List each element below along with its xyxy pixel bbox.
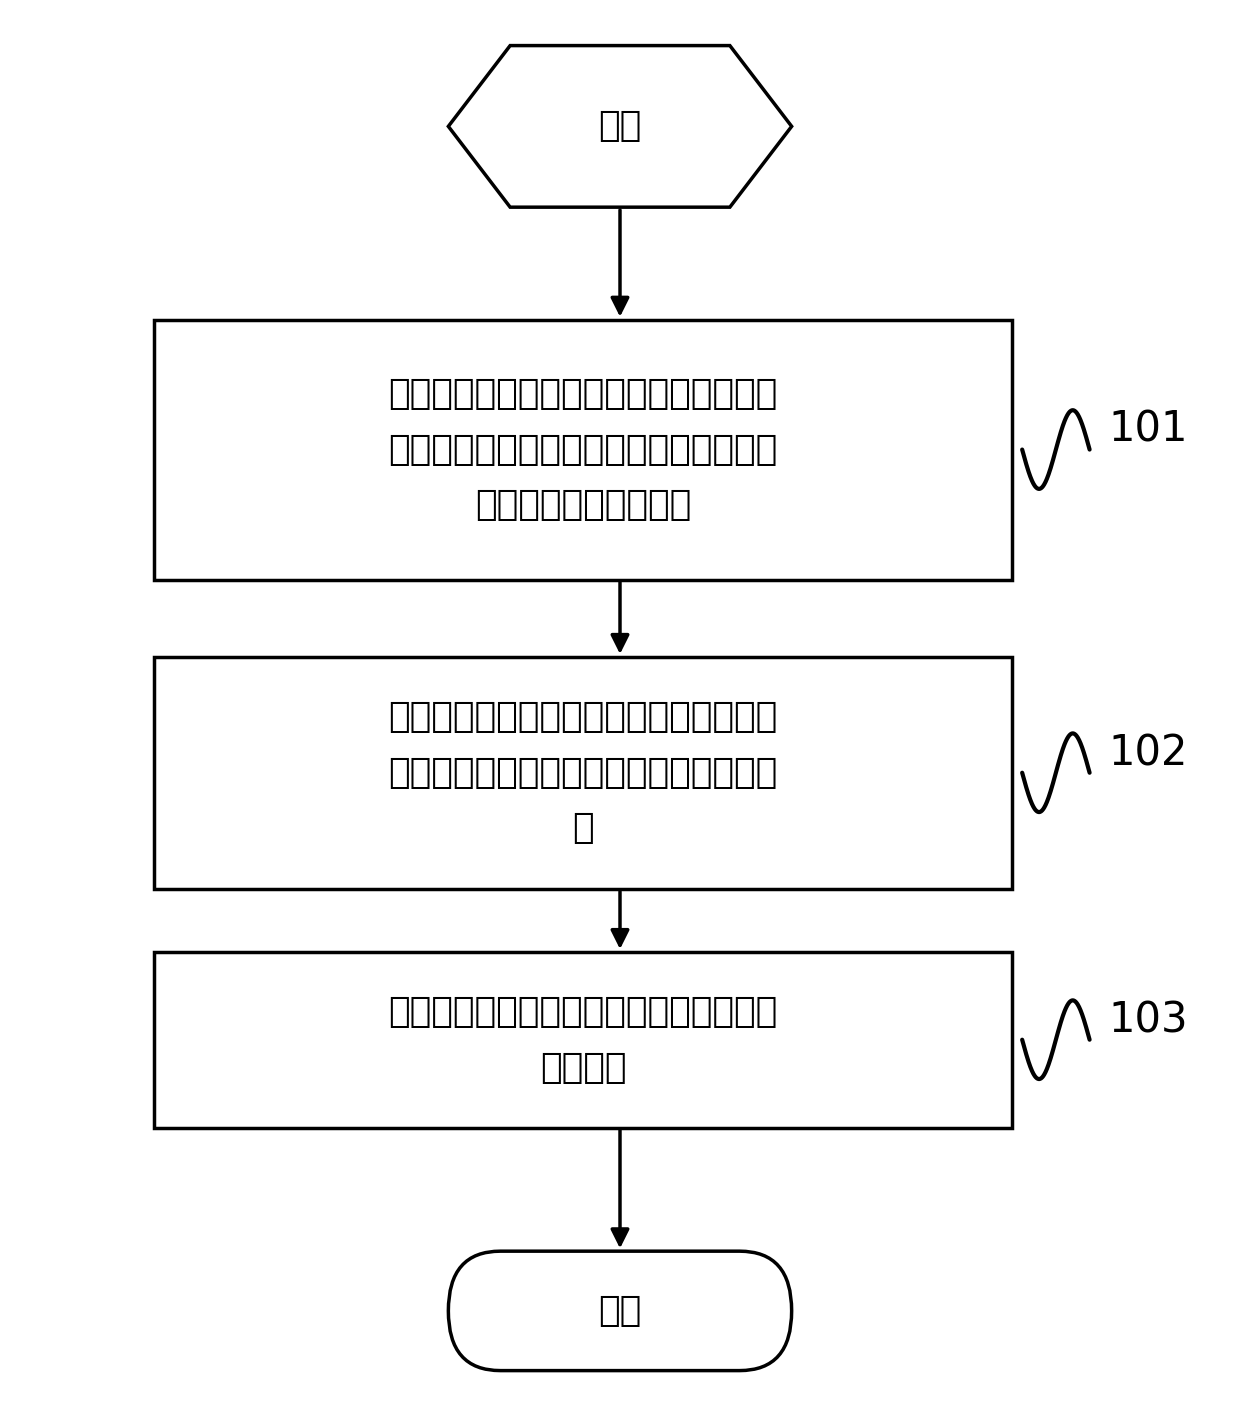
FancyBboxPatch shape	[154, 952, 1012, 1128]
FancyBboxPatch shape	[154, 657, 1012, 888]
Text: 获取目标汽车在最近一次换电完成时的第
一状态信息，以及，所述目标汽车在本次
换电前的第二状态信息: 获取目标汽车在最近一次换电完成时的第 一状态信息，以及，所述目标汽车在本次 换电…	[388, 377, 777, 522]
Polygon shape	[449, 45, 791, 207]
Text: 结束: 结束	[599, 1294, 641, 1328]
Text: 103: 103	[1109, 999, 1188, 1042]
FancyBboxPatch shape	[154, 319, 1012, 579]
FancyBboxPatch shape	[449, 1252, 791, 1371]
Text: 102: 102	[1109, 732, 1188, 773]
Text: 根据所述计费数据，向所述目标汽车发送
缴费请求: 根据所述计费数据，向所述目标汽车发送 缴费请求	[388, 995, 777, 1084]
Text: 101: 101	[1109, 409, 1188, 451]
Text: 根据所述第一状态信息和所述第二状态信
息，计算所述目标汽车本次换电的计费数
据: 根据所述第一状态信息和所述第二状态信 息，计算所述目标汽车本次换电的计费数 据	[388, 700, 777, 846]
Text: 开始: 开始	[599, 109, 641, 143]
